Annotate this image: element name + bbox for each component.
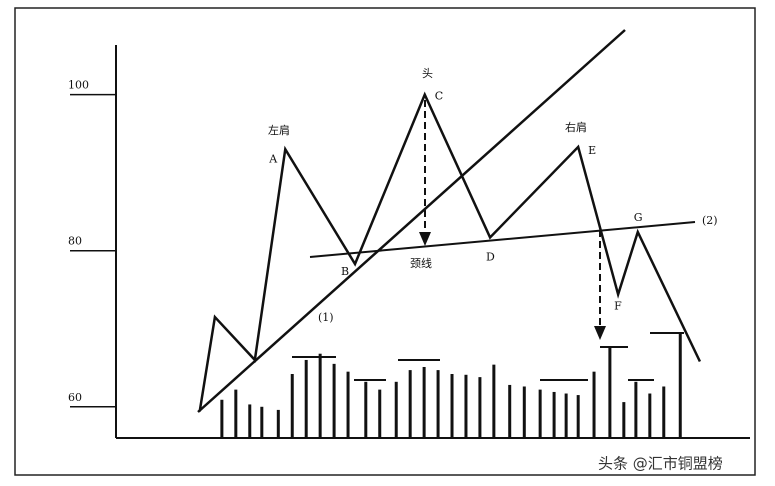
point-label: B (341, 265, 349, 278)
trendline-label: (1) (318, 311, 334, 324)
volume-bar (478, 377, 482, 438)
volume-bar (564, 393, 568, 438)
point-label: D (486, 250, 495, 263)
frame (14, 7, 756, 476)
volume-bar (662, 386, 666, 438)
volume-bar (436, 370, 440, 438)
arrow-head (594, 326, 606, 340)
volume-bar (220, 399, 224, 438)
neckline-id-label: (2) (702, 214, 718, 227)
volume-bar (234, 389, 238, 438)
volume-bar (678, 333, 682, 438)
volume-bar (248, 404, 252, 438)
volume-bar (492, 364, 496, 438)
volume-bar (364, 381, 368, 438)
volume-bar (508, 384, 512, 438)
volume-bar (394, 381, 398, 438)
volume-bar (450, 374, 454, 438)
volume-bar (260, 406, 264, 438)
point-label: C (435, 90, 443, 103)
volume-bar (378, 389, 382, 438)
right-shoulder-label: 右肩 (565, 120, 587, 134)
price-line (198, 91, 702, 412)
volume-bar (276, 409, 280, 438)
y-tick-label: 60 (68, 391, 82, 404)
volume-bar (332, 363, 336, 438)
arrow-head (419, 232, 431, 246)
y-tick-label: 80 (68, 235, 82, 248)
volume-bar (538, 389, 542, 438)
volume-bar (552, 391, 556, 438)
volume-bar (634, 381, 638, 438)
volume-bar (576, 395, 580, 438)
left-shoulder-label: 左肩 (268, 123, 290, 137)
point-label: G (634, 211, 643, 224)
volume-bar (522, 386, 526, 438)
volume-bar (464, 374, 468, 438)
point-label: A (268, 152, 278, 165)
volume-bar (648, 393, 652, 438)
trendline (197, 29, 626, 413)
volume-bar (622, 402, 626, 438)
volume-bar (346, 371, 350, 438)
watermark: 头条 @汇市铜盟榜 (598, 455, 723, 473)
volume-bar (422, 366, 426, 438)
volume-bar (592, 371, 596, 438)
y-tick-label: 100 (68, 79, 89, 92)
neckline (309, 221, 696, 258)
point-label: F (614, 299, 622, 312)
volume-bar (318, 353, 322, 438)
head-label: 头 (422, 67, 433, 80)
point-label: E (588, 144, 596, 157)
volume-caps (292, 332, 684, 381)
neckline-label: 颈线 (410, 256, 432, 270)
volume-bar (304, 359, 308, 438)
volume-bar (408, 370, 412, 438)
volume-bar (608, 346, 612, 438)
volume-bar (290, 374, 294, 438)
